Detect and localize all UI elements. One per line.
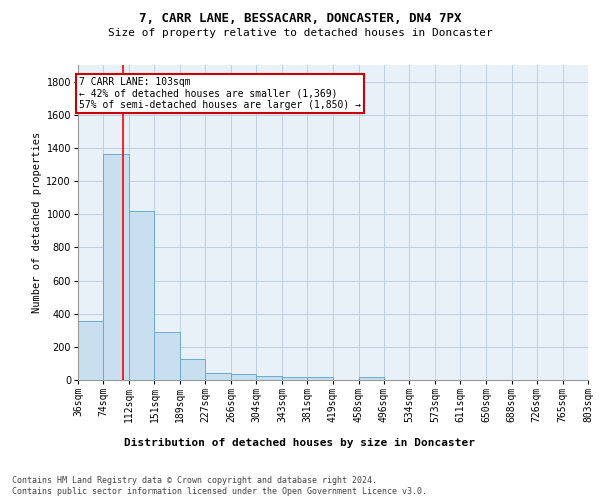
Text: Contains public sector information licensed under the Open Government Licence v3: Contains public sector information licen… <box>12 488 427 496</box>
Text: 7 CARR LANE: 103sqm
← 42% of detached houses are smaller (1,369)
57% of semi-det: 7 CARR LANE: 103sqm ← 42% of detached ho… <box>79 76 361 110</box>
Bar <box>307 376 332 380</box>
Text: 7, CARR LANE, BESSACARR, DONCASTER, DN4 7PX: 7, CARR LANE, BESSACARR, DONCASTER, DN4 … <box>139 12 461 26</box>
Bar <box>282 376 307 380</box>
Bar <box>78 321 103 380</box>
Bar <box>103 154 128 380</box>
Bar <box>205 374 231 380</box>
Bar <box>359 376 384 380</box>
Bar <box>128 211 154 380</box>
Y-axis label: Number of detached properties: Number of detached properties <box>32 132 42 313</box>
Bar <box>256 376 282 380</box>
Bar <box>231 374 256 380</box>
Text: Size of property relative to detached houses in Doncaster: Size of property relative to detached ho… <box>107 28 493 38</box>
Bar <box>154 332 180 380</box>
Text: Contains HM Land Registry data © Crown copyright and database right 2024.: Contains HM Land Registry data © Crown c… <box>12 476 377 485</box>
Text: Distribution of detached houses by size in Doncaster: Distribution of detached houses by size … <box>125 438 476 448</box>
Bar <box>180 360 205 380</box>
